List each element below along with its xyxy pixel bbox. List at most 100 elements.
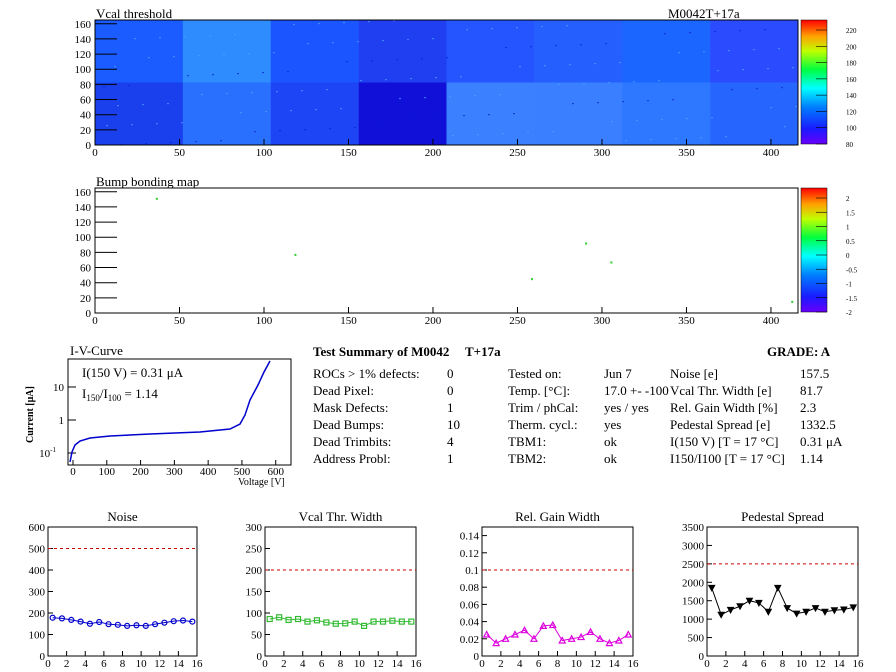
vcal-noise-pixel [452,135,454,137]
roc-x-tick-label: 14 [834,658,846,670]
vcal-noise-pixel [664,33,666,35]
iv-annotation-current: I(150 V) = 0.31 μA [82,365,184,380]
vcal-noise-pixel [594,63,596,65]
bump-color-scale [800,187,828,313]
iv-curve-panel: I-V-Curve Current [μA] Voltage [V] I(150… [25,343,292,488]
summary-col2-label: Therm. cycl.: [508,417,578,432]
vcal-noise-pixel [223,54,225,56]
roc-data-point [501,634,510,642]
roc-data-point [764,608,773,616]
vcal-noise-pixel [410,78,412,80]
vcal-noise-pixel [580,44,582,46]
roc-data-point [58,615,66,622]
bump-defect-dot [155,197,158,200]
x-tick-label: 300 [594,315,611,327]
roc-data-point [77,618,84,625]
roc-x-tick-label: 12 [815,658,826,670]
vcal-noise-pixel [396,59,398,61]
vcal-noise-pixel [265,111,267,113]
vcal-noise-pixel [625,140,627,142]
vcal-noise-pixel [449,96,451,98]
vcal-noise-pixel [764,29,766,31]
roc-y-tick-label: 0.02 [460,634,479,646]
vcal-noise-pixel [753,49,755,51]
roc-chart-1: Noise 0 100 200 300 400 500 600 0 2 4 6 8 10 12 14 16 [29,509,204,670]
roc-data-point [68,616,75,623]
roc-y-tick-label: 100 [29,630,46,642]
roc-data-point [389,617,396,624]
x-tick-label: 0 [92,315,98,327]
summary-col3-label: Rel. Gain Width [%] [670,400,778,415]
vcal-noise-pixel [728,50,730,52]
roc-x-tick-label: 0 [45,658,51,670]
roc-x-tick-label: 4 [517,658,523,670]
roc-x-tick-label: 14 [609,658,621,670]
vcal-noise-pixel [357,41,359,43]
iv-x-tick-label: 400 [200,466,217,478]
vcal-noise-pixel [201,94,203,96]
module-label: M0042T+17a [668,6,740,21]
vcal-noise-pixel [318,23,320,25]
roc-chart-title: Vcal Thr. Width [299,509,383,524]
y-tick-label: 120 [75,217,92,229]
roc-y-tick-label: 100 [246,608,263,620]
vcal-noise-pixel [209,35,211,37]
roc-y-tick-label: 2500 [682,559,705,571]
vcal-roc-tile [182,82,272,146]
iv-frame [67,358,292,466]
bump-map-dots [155,197,794,303]
bump-defect-dot [791,300,794,303]
roc-data-point [351,618,358,625]
vcal-roc-tile [446,82,535,146]
roc-data-point [49,614,56,621]
roc-data-point [802,608,810,616]
roc-x-tick-label: 8 [780,658,786,670]
scale-label: 0.5 [846,238,855,246]
summary-col1-value: 0 [447,383,454,398]
vcal-noise-pixel [460,76,462,78]
roc-x-tick-label: 16 [411,658,423,670]
roc-x-tick-label: 8 [555,658,561,670]
vcal-noise-pixel [784,126,786,128]
scale-label: 220 [846,27,857,35]
roc-data-point [830,607,839,615]
roc-data-point [548,620,557,629]
vcal-noise-pixel [399,98,401,100]
vcal-noise-pixel [544,65,546,67]
scale-label: -2 [846,309,852,317]
roc-y-tick-label: 0.08 [460,582,480,594]
roc-x-tick-label: 12 [154,658,165,670]
roc-data-point [755,599,763,607]
vcal-noise-pixel [488,114,490,116]
roc-data-point [142,622,149,630]
vcal-noise-pixel [717,70,719,72]
vcal-noise-pixel [128,85,130,87]
scale-label: 160 [846,76,857,84]
summary-col3-value: 157.5 [800,366,829,381]
vcal-noise-pixel [742,69,744,71]
roc-data-point [266,615,273,623]
summary-col1-label: Dead Trimbits: [313,434,391,449]
vcal-noise-pixel [315,109,317,111]
roc-y-tick-label: 0 [40,651,46,663]
roc-data-point [529,634,538,642]
summary-col1-value: 4 [447,434,454,449]
vcal-noise-pixel [552,131,554,133]
vcal-noise-pixel [605,43,607,45]
vcal-noise-pixel [555,45,557,47]
vcal-noise-pixel [413,117,415,119]
scale-label: -1.5 [846,295,858,303]
vcal-noise-pixel [477,134,479,136]
vcal-noise-pixel [173,56,175,58]
summary-title: Test Summary of M0042 [313,344,449,359]
roc-x-tick-label: 8 [120,658,126,670]
roc-data-point [304,618,311,625]
roc-data-point [398,618,405,625]
x-tick-label: 200 [425,147,442,159]
vcal-noise-pixel [279,130,281,132]
summary-col1-label: Dead Bumps: [313,417,384,432]
vcal-roc-tile [710,20,799,83]
vcal-noise-pixel [307,43,309,45]
vcal-noise-pixel [502,133,504,135]
vcal-noise-pixel [714,31,716,33]
